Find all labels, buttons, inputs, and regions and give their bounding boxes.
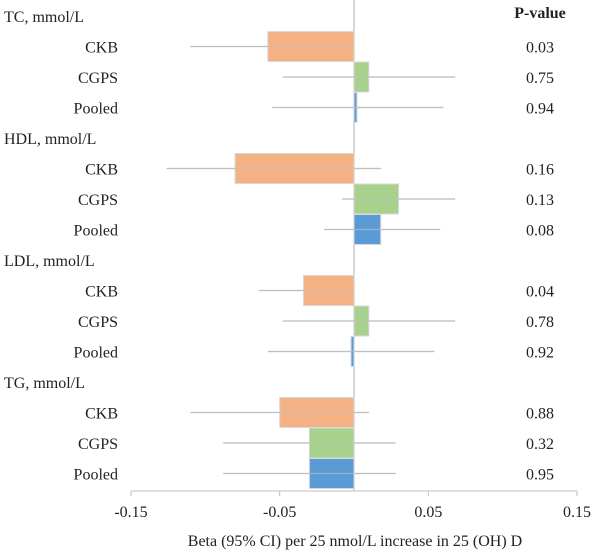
study-label: Pooled [74,345,118,362]
pvalue: 0.08 [526,223,554,240]
study-label: CGPS [78,314,118,331]
x-tick-label: -0.15 [114,504,147,521]
study-label: CKB [85,284,118,301]
group-label: LDL, mmol/L [4,253,95,270]
study-label: CKB [85,406,118,423]
study-label: Pooled [74,101,118,118]
pvalue: 0.88 [526,406,554,423]
study-label: CGPS [78,70,118,87]
study-label: CKB [85,40,118,57]
x-tick-label: 0.05 [414,504,442,521]
pvalue: 0.92 [526,345,554,362]
pvalue-header: P-value [514,5,566,22]
study-label: CKB [85,162,118,179]
pvalue: 0.16 [526,162,554,179]
group-label: TG, mmol/L [4,375,85,392]
study-label: Pooled [74,467,118,484]
x-tick-label: 0.15 [563,504,591,521]
group-label: TC, mmol/L [4,9,84,26]
pvalue: 0.78 [526,314,554,331]
pvalue: 0.04 [526,284,554,301]
x-tick-label: -0.05 [263,504,296,521]
study-label: CGPS [78,192,118,209]
pvalue: 0.75 [526,70,554,87]
pvalue: 0.32 [526,436,554,453]
pvalue: 0.03 [526,40,554,57]
pvalue: 0.95 [526,467,554,484]
pvalue-column: P-value 0.03 0.75 0.94 0.16 0.13 0.08 0.04 0.78… [514,5,566,484]
pvalue: 0.13 [526,192,554,209]
bars-layer [166,0,456,491]
x-axis: -0.15 -0.05 0.05 0.15 [114,490,591,521]
group-label: HDL, mmol/L [4,131,96,148]
x-axis-label: Beta (95% CI) per 25 nmol/L increase in … [188,533,522,550]
study-label: Pooled [74,223,118,240]
pvalue: 0.94 [526,101,554,118]
study-label: CGPS [78,436,118,453]
